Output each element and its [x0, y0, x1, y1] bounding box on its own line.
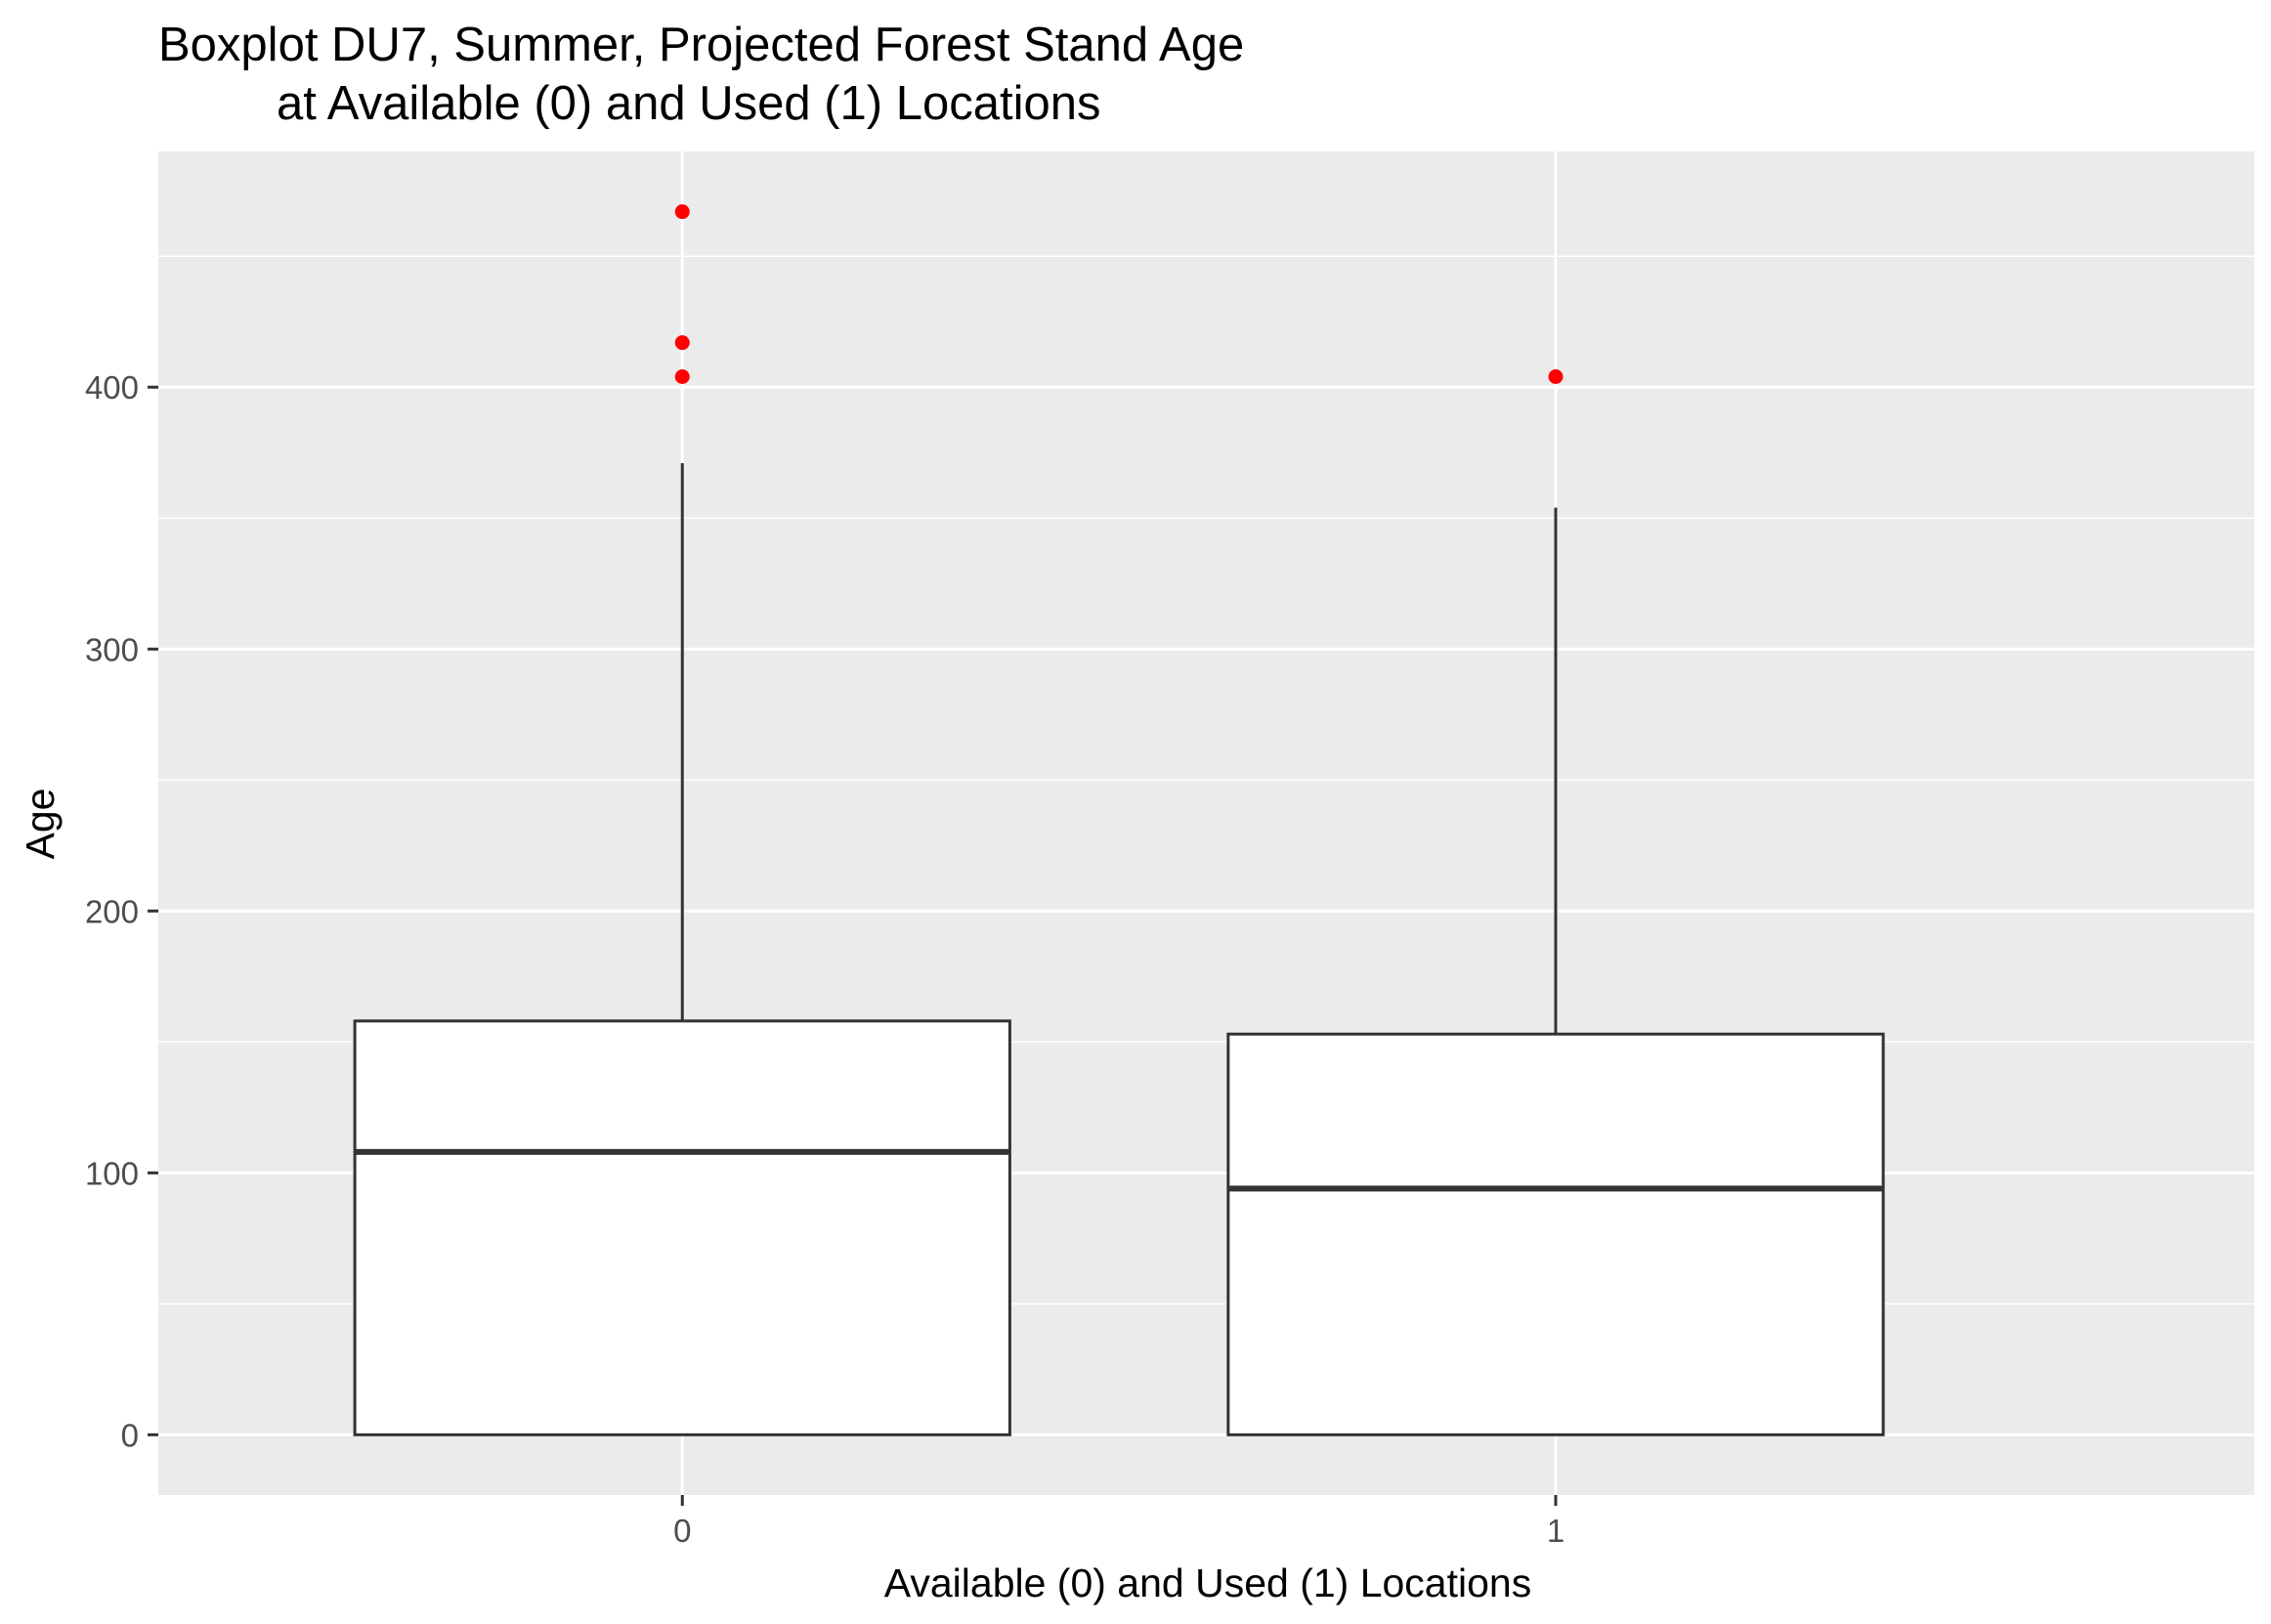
boxes-layer	[353, 204, 1885, 1436]
outlier-point	[674, 204, 690, 220]
outlier-point	[674, 335, 690, 351]
box-category-1	[1226, 369, 1885, 1436]
y-tick-label: 200	[85, 893, 139, 929]
y-tick-label: 300	[85, 631, 139, 667]
outlier-point	[1548, 369, 1564, 385]
x-tick-label: 1	[1547, 1513, 1564, 1549]
y-axis: 0 100 200 300 400	[85, 369, 158, 1453]
x-axis-title: Available (0) and Used (1) Locations	[884, 1560, 1531, 1605]
interquartile-box	[1226, 1032, 1885, 1436]
y-axis-title: Age	[18, 789, 63, 860]
y-tick-label: 0	[121, 1417, 139, 1453]
outlier-point	[674, 369, 690, 385]
chart-title-line-1: Boxplot DU7, Summer, Projected Forest St…	[158, 19, 1244, 71]
chart-title-line-2: at Available (0) and Used (1) Locations	[277, 77, 1100, 130]
box-category-0	[353, 204, 1011, 1436]
y-tick-label: 400	[85, 369, 139, 406]
y-tick-label: 100	[85, 1155, 139, 1191]
interquartile-box	[353, 1019, 1011, 1436]
x-tick-label: 0	[673, 1513, 691, 1549]
